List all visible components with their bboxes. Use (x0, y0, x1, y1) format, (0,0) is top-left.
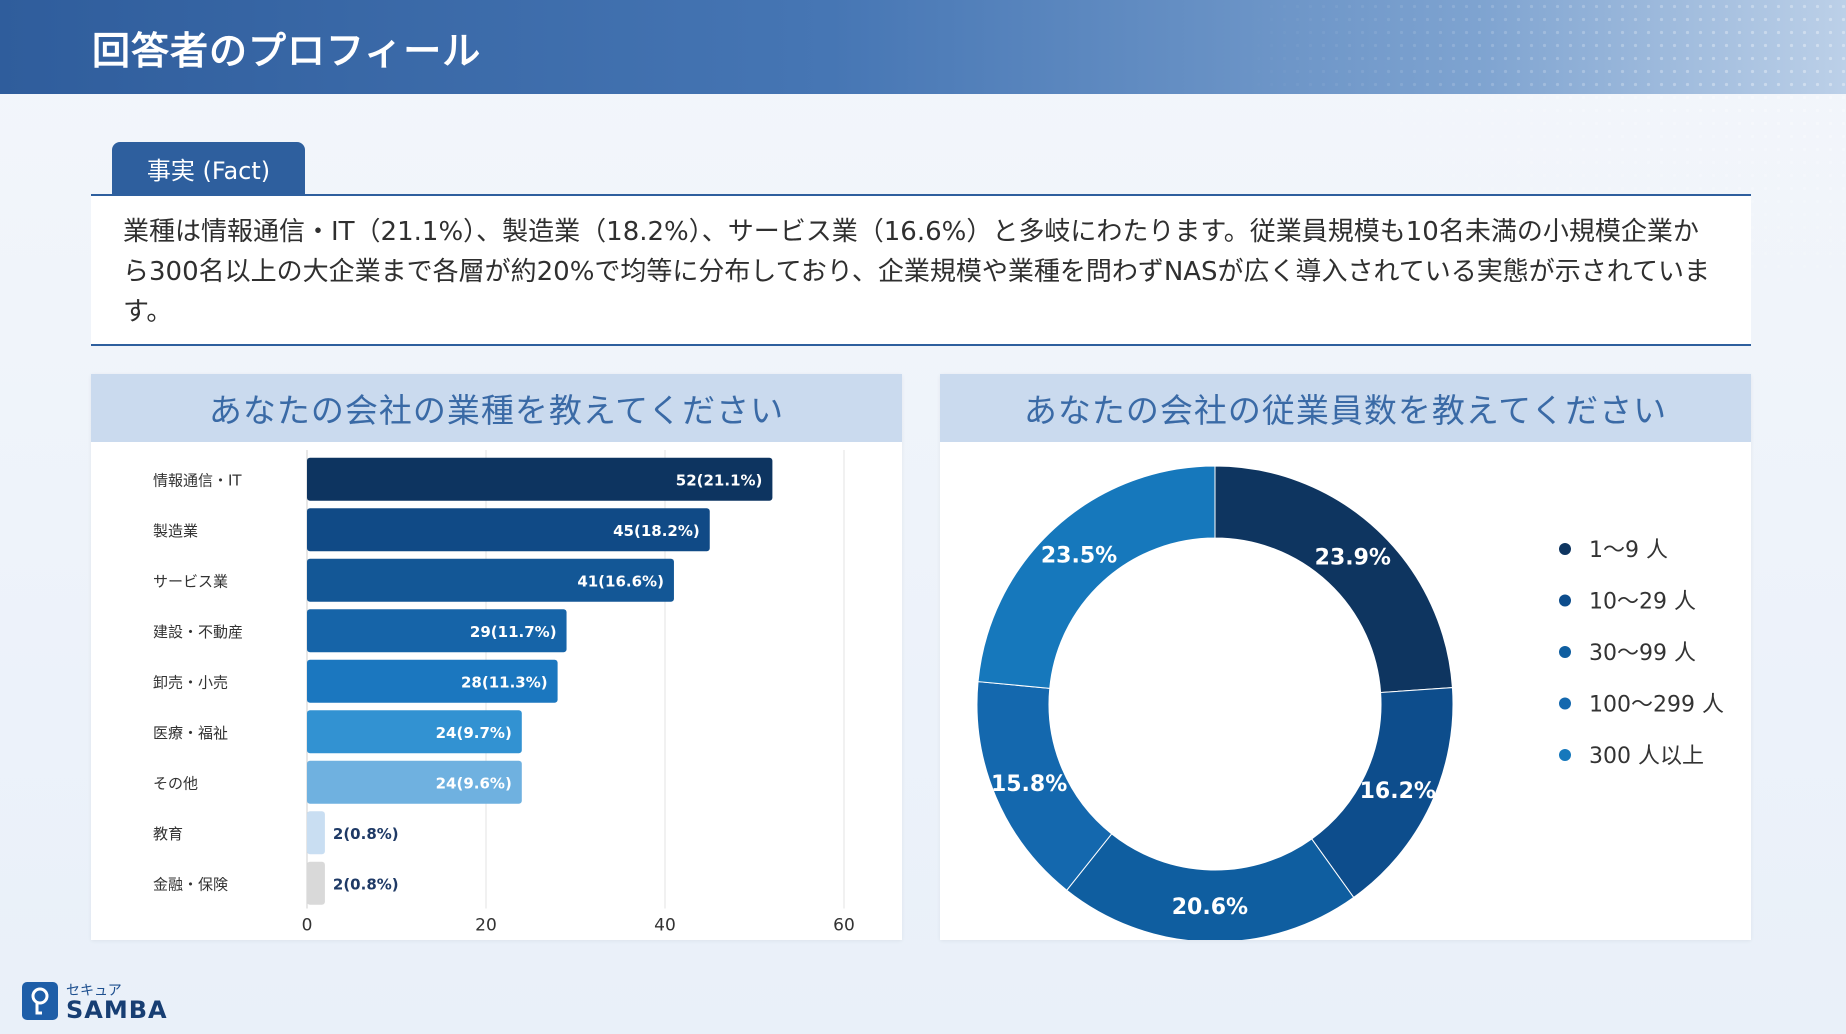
legend-label: 1〜9 人 (1589, 538, 1668, 563)
fact-text: 業種は情報通信・IT（21.1%）、製造業（18.2%）、サービス業（16.6%… (123, 217, 1710, 327)
donut-slice (977, 465, 1216, 689)
bar-value-label: 2(0.8%) (333, 875, 399, 893)
employee-chart-title: あなたの会社の従業員数を教えてください (940, 374, 1751, 442)
x-tick-label: 60 (833, 916, 855, 936)
bar (307, 659, 558, 703)
category-label: 製造業 (153, 522, 198, 540)
x-tick-label: 0 (302, 916, 313, 936)
industry-chart-title: あなたの会社の業種を教えてください (91, 374, 902, 442)
bar-value-label: 28(11.3%) (461, 673, 548, 691)
employee-chart-panel: あなたの会社の従業員数を教えてください 23.9% 16.2% 20.6% 15.8%… (940, 374, 1751, 940)
industry-bar-chart: 0 20 40 60 情報通信・IT 52(21.1%) 製造業 45(18.2%) サービス業… (153, 450, 855, 936)
legend-marker (1559, 543, 1571, 555)
bar-value-label: 52(21.1%) (676, 471, 763, 489)
bar-value-label: 41(16.6%) (577, 572, 664, 590)
category-label: 医療・福祉 (153, 724, 228, 742)
legend-label: 100〜299 人 (1589, 693, 1724, 718)
legend-label: 10〜29 人 (1589, 590, 1696, 615)
bar (307, 811, 325, 855)
category-label: 卸売・小売 (153, 673, 228, 691)
bar (307, 558, 674, 602)
bar-value-label: 29(11.7%) (470, 623, 557, 641)
bar-value-label: 24(9.6%) (436, 774, 512, 792)
industry-chart-panel: あなたの会社の業種を教えてください 0 20 40 60 情報通信・IT 52(21.1%… (91, 374, 902, 940)
category-label: サービス業 (153, 572, 228, 590)
logo-mark-icon (22, 982, 58, 1020)
category-label: その他 (153, 774, 198, 792)
legend-marker (1559, 749, 1571, 761)
donut-slice (1066, 833, 1355, 940)
page-header: 回答者のプロフィール (0, 0, 1846, 330)
slice-value-label: 23.5% (1041, 544, 1117, 569)
bar (307, 760, 522, 804)
bar (307, 457, 773, 501)
bar (307, 508, 710, 552)
x-tick-label: 40 (654, 916, 676, 936)
slice-value-label: 20.6% (1172, 895, 1248, 920)
x-tick-label: 20 (475, 916, 497, 936)
logo-main-text: SAMBA (66, 996, 168, 1024)
employee-donut-chart: 23.9% 16.2% 20.6% 15.8% 23.5% 1〜9 人 10〜29 人 30〜… (976, 465, 1724, 940)
fact-tab-label: 事実 (Fact) (146, 156, 271, 185)
bar (307, 861, 325, 905)
slice-value-label: 15.8% (991, 772, 1067, 797)
logo-small-text: セキュア (66, 983, 122, 999)
bar (307, 710, 522, 754)
category-label: 金融・保険 (153, 875, 228, 893)
bar-value-label: 24(9.7%) (436, 724, 512, 742)
fact-box: 業種は情報通信・IT（21.1%）、製造業（18.2%）、サービス業（16.6%… (91, 194, 1751, 346)
bar-value-label: 45(18.2%) (613, 522, 700, 540)
slice-value-label: 16.2% (1360, 779, 1436, 804)
bar (307, 609, 567, 653)
donut-slice (1214, 465, 1453, 694)
category-label: 建設・不動産 (153, 623, 243, 641)
legend-label: 300 人以上 (1589, 744, 1704, 769)
slice-value-label: 23.9% (1315, 545, 1391, 570)
legend-marker (1559, 697, 1571, 710)
page-title: 回答者のプロフィール (92, 29, 482, 73)
samba-logo: セキュア SAMBA (22, 982, 182, 1024)
legend-label: 30〜99 人 (1589, 641, 1696, 666)
category-label: 情報通信・IT (153, 471, 242, 489)
bar-value-label: 2(0.8%) (333, 825, 399, 843)
category-label: 教育 (153, 825, 183, 843)
legend-marker (1559, 594, 1571, 607)
legend-marker (1559, 646, 1571, 658)
fact-tab: 事実 (Fact) (112, 142, 305, 194)
